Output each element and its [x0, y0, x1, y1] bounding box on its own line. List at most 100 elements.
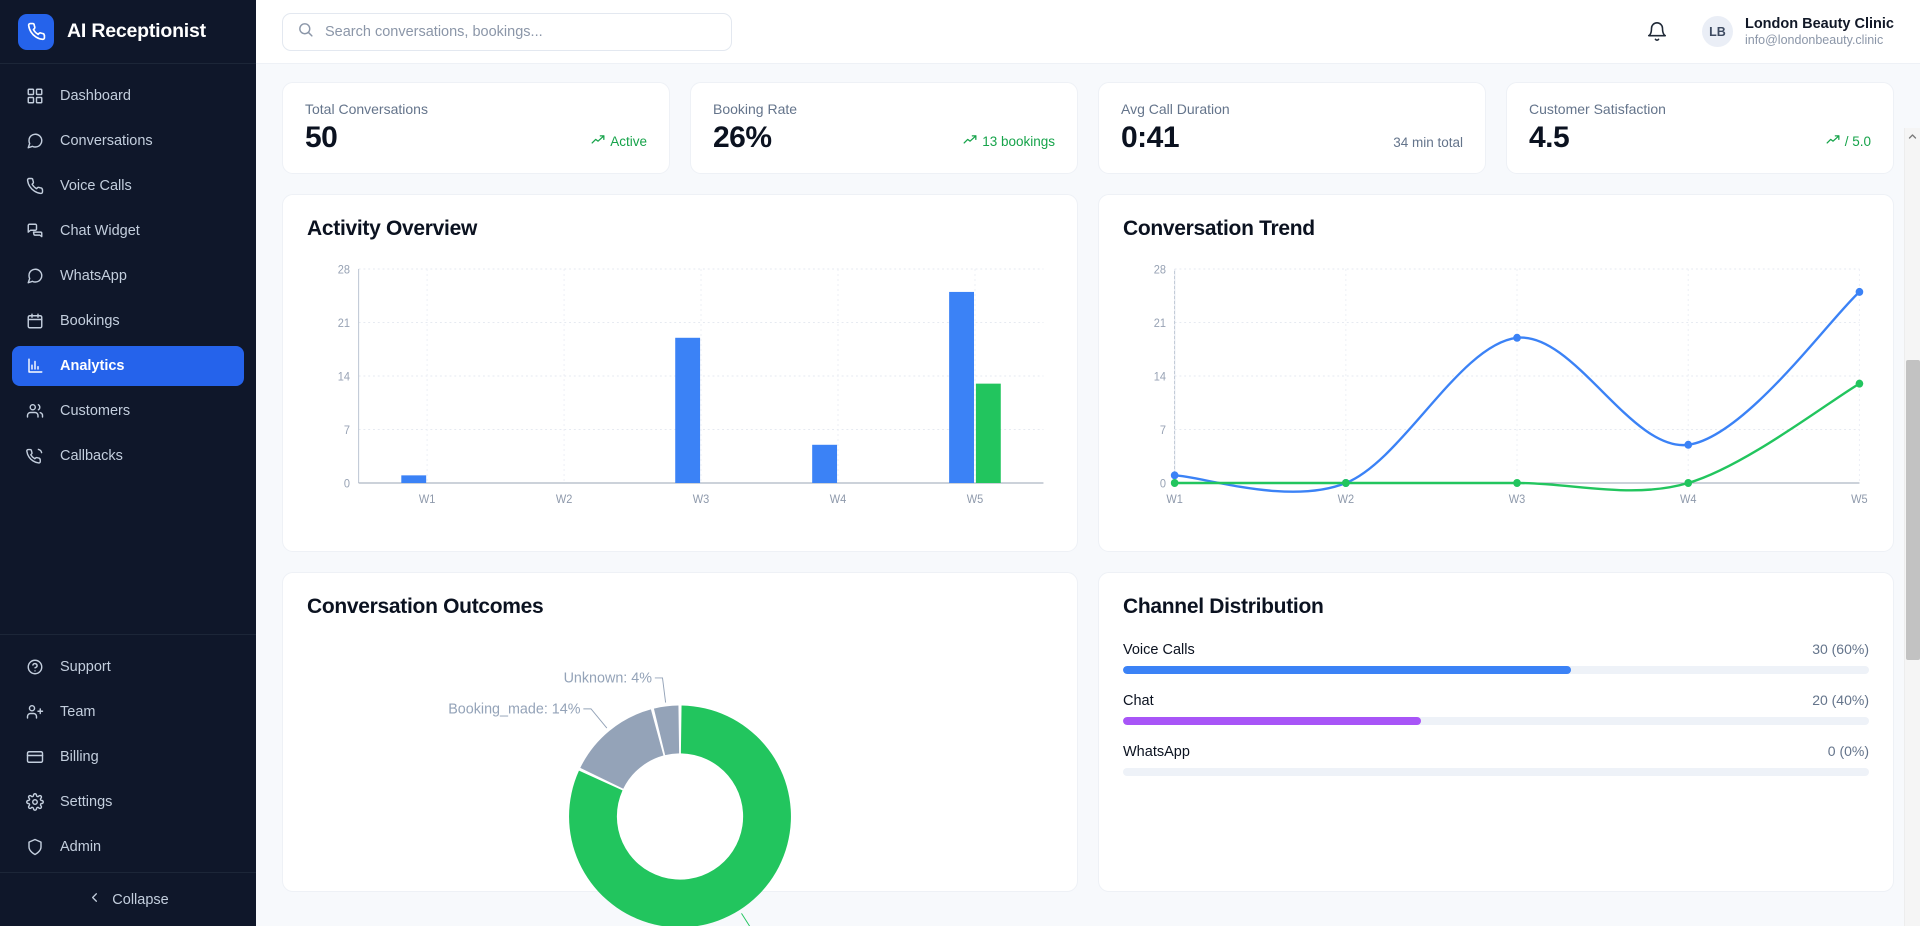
kpi-label: Avg Call Duration	[1121, 101, 1230, 117]
calendar-icon	[26, 312, 44, 330]
sidebar-item-admin[interactable]: Admin	[12, 827, 244, 867]
shield-icon	[26, 838, 44, 856]
channel-name: Chat	[1123, 693, 1154, 709]
svg-text:W1: W1	[419, 494, 435, 506]
kpi-meta: / 5.0	[1826, 133, 1871, 155]
sidebar-item-label: Callbacks	[60, 448, 123, 464]
phone-icon	[26, 177, 44, 195]
channel-head: WhatsApp 0 (0%)	[1123, 743, 1869, 760]
channel-row-whatsapp: WhatsApp 0 (0%)	[1123, 743, 1869, 776]
svg-text:Unknown: 4%: Unknown: 4%	[564, 671, 653, 687]
channel-head: Chat 20 (40%)	[1123, 692, 1869, 709]
svg-text:21: 21	[1154, 318, 1166, 330]
progress-fill	[1123, 666, 1571, 674]
sidebar-item-bookings[interactable]: Bookings	[12, 301, 244, 341]
kpi-meta-text: / 5.0	[1844, 134, 1871, 149]
trend-up-icon	[1826, 133, 1840, 150]
conversation-outcomes-chart[interactable]: Completed: 82%Booking_made: 14%Unknown: …	[307, 629, 1053, 926]
kpi-meta-text: 13 bookings	[982, 134, 1055, 149]
vertical-scrollbar[interactable]	[1904, 128, 1920, 926]
kpi-meta-text: 34 min total	[1393, 135, 1463, 150]
sidebar-item-whatsapp[interactable]: WhatsApp	[12, 256, 244, 296]
sidebar-item-label: Team	[60, 704, 96, 720]
whatsapp-icon	[26, 267, 44, 285]
kpi-label: Customer Satisfaction	[1529, 101, 1666, 117]
channel-name: WhatsApp	[1123, 744, 1190, 760]
user-menu[interactable]: LB London Beauty Clinic info@londonbeaut…	[1701, 15, 1894, 49]
kpi-value: 26%	[713, 121, 772, 154]
svg-text:0: 0	[1160, 478, 1166, 490]
chart-row-2: Conversation Outcomes Completed: 82%Book…	[282, 572, 1894, 926]
svg-text:W3: W3	[693, 494, 709, 506]
svg-text:W4: W4	[1680, 494, 1696, 506]
sidebar-item-label: Settings	[60, 794, 113, 810]
sidebar-item-label: Bookings	[60, 313, 120, 329]
panel-title: Activity Overview	[307, 217, 477, 240]
sidebar-item-voice-calls[interactable]: Voice Calls	[12, 166, 244, 206]
kpi-row: Total Conversations 50 Active	[282, 82, 1894, 174]
help-circle-icon	[26, 658, 44, 676]
user-plus-icon	[26, 703, 44, 721]
chevron-up-icon[interactable]	[1905, 128, 1920, 144]
sidebar-item-label: Analytics	[60, 358, 125, 374]
sidebar-item-conversations[interactable]: Conversations	[12, 121, 244, 161]
sidebar-item-label: Admin	[60, 839, 102, 855]
panel-title: Conversation Trend	[1123, 217, 1315, 240]
svg-text:Booking_made: 14%: Booking_made: 14%	[448, 702, 580, 718]
user-info: London Beauty Clinic info@londonbeauty.c…	[1745, 15, 1894, 49]
kpi-body: 50 Active	[305, 121, 647, 155]
line-chart-svg: 0 7 14 21 28 W1 W2 W3 W4 W5	[1154, 264, 1868, 506]
sidebar-item-chat-widget[interactable]: Chat Widget	[12, 211, 244, 251]
sidebar-item-billing[interactable]: Billing	[12, 737, 244, 777]
channel-list: Voice Calls 30 (60%) Chat 20 (40%)	[1123, 641, 1869, 776]
users-icon	[26, 402, 44, 420]
kpi-meta: Active	[591, 133, 647, 155]
topbar: Search conversations, bookings... LB Lon…	[256, 0, 1920, 64]
sidebar-item-support[interactable]: Support	[12, 647, 244, 687]
svg-text:W3: W3	[1509, 494, 1525, 506]
search-icon	[297, 21, 314, 43]
main-area: Search conversations, bookings... LB Lon…	[256, 0, 1920, 926]
sidebar-item-callbacks[interactable]: Callbacks	[12, 436, 244, 476]
brand: AI Receptionist	[0, 0, 256, 64]
svg-text:7: 7	[344, 425, 350, 437]
activity-overview-chart[interactable]: 0 7 14 21 28 W1 W2 W3 W4 W5	[307, 255, 1053, 527]
collapse-label: Collapse	[112, 891, 169, 908]
svg-text:28: 28	[1154, 264, 1166, 276]
kpi-card-avg-call-duration: Avg Call Duration 0:41 34 min total	[1098, 82, 1486, 174]
svg-text:14: 14	[338, 371, 350, 383]
scrollbar-thumb[interactable]	[1906, 360, 1920, 660]
svg-text:W2: W2	[1338, 494, 1354, 506]
sidebar-item-label: Chat Widget	[60, 223, 140, 239]
donut-chart-svg: Completed: 82%Booking_made: 14%Unknown: …	[448, 671, 791, 926]
chart-row-1: Activity Overview 0 7 14 21 28 W1 W2 W3 W4 W5 Con…	[282, 194, 1894, 552]
search-placeholder: Search conversations, bookings...	[325, 23, 543, 40]
sidebar-item-analytics[interactable]: Analytics	[12, 346, 244, 386]
channel-head: Voice Calls 30 (60%)	[1123, 641, 1869, 658]
kpi-body: 0:41 34 min total	[1121, 121, 1463, 155]
conversation-trend-chart[interactable]: 0 7 14 21 28 W1 W2 W3 W4 W5	[1123, 255, 1869, 527]
svg-text:14: 14	[1154, 371, 1166, 383]
svg-text:0: 0	[344, 478, 350, 490]
svg-text:W1: W1	[1166, 494, 1182, 506]
sidebar-item-dashboard[interactable]: Dashboard	[12, 76, 244, 116]
sidebar-spacer	[0, 481, 256, 634]
sidebar-item-team[interactable]: Team	[12, 692, 244, 732]
chats-icon	[26, 222, 44, 240]
kpi-meta: 13 bookings	[963, 133, 1055, 155]
collapse-sidebar-button[interactable]: Collapse	[0, 872, 256, 926]
sidebar-item-customers[interactable]: Customers	[12, 391, 244, 431]
svg-text:21: 21	[338, 318, 350, 330]
phone-icon	[18, 13, 54, 50]
kpi-card-total-conversations: Total Conversations 50 Active	[282, 82, 670, 174]
sidebar-nav-secondary: Support Team Billing	[0, 634, 256, 872]
panel-conversation-outcomes: Conversation Outcomes Completed: 82%Book…	[282, 572, 1078, 926]
search-input[interactable]: Search conversations, bookings...	[282, 12, 732, 51]
bell-icon[interactable]	[1646, 21, 1668, 43]
kpi-meta: 34 min total	[1393, 135, 1463, 155]
kpi-value: 4.5	[1529, 121, 1570, 154]
panel-title: Conversation Outcomes	[307, 595, 544, 618]
user-email: info@londonbeauty.clinic	[1744, 32, 1884, 47]
sidebar-item-settings[interactable]: Settings	[12, 782, 244, 822]
svg-text:W5: W5	[967, 494, 983, 506]
